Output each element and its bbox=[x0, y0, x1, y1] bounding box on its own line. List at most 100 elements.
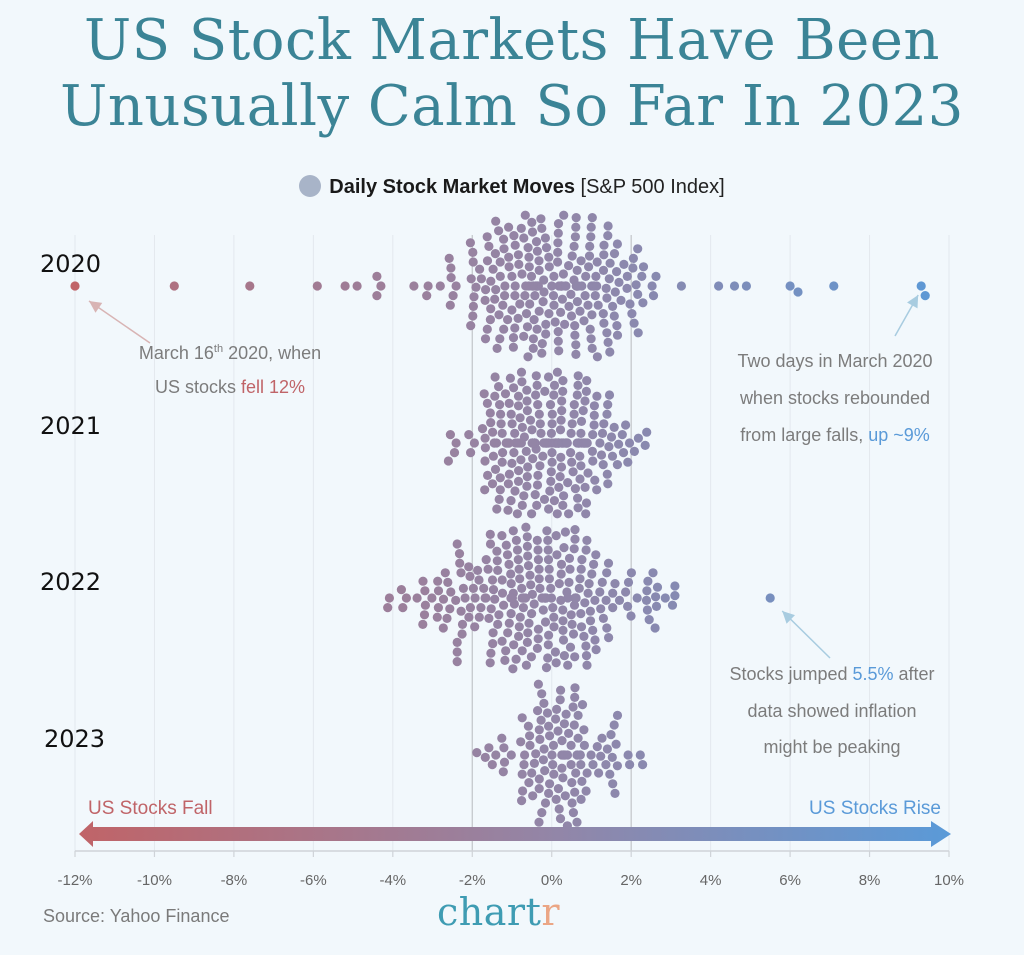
data-point bbox=[518, 603, 529, 613]
data-point bbox=[576, 794, 586, 805]
data-point bbox=[452, 647, 462, 657]
data-point bbox=[490, 594, 500, 604]
data-point bbox=[495, 257, 505, 267]
data-point bbox=[517, 500, 527, 510]
data-point bbox=[602, 568, 612, 578]
data-point bbox=[536, 715, 546, 725]
data-point bbox=[70, 281, 80, 291]
annotation-text-part: 2020, when bbox=[223, 343, 321, 363]
data-point bbox=[517, 713, 527, 723]
data-point bbox=[419, 610, 430, 620]
data-point bbox=[540, 386, 550, 396]
data-point bbox=[623, 457, 633, 467]
data-point bbox=[567, 419, 577, 429]
data-point bbox=[548, 740, 559, 751]
data-point bbox=[741, 281, 752, 291]
data-point bbox=[642, 586, 652, 596]
data-point bbox=[529, 315, 539, 325]
data-point bbox=[592, 742, 602, 752]
data-point bbox=[554, 482, 564, 492]
data-point bbox=[534, 306, 544, 316]
data-point bbox=[595, 438, 605, 448]
data-point bbox=[660, 593, 670, 603]
data-point bbox=[538, 605, 548, 615]
data-point bbox=[531, 390, 541, 400]
data-point bbox=[452, 657, 462, 667]
data-point bbox=[553, 219, 564, 229]
data-point bbox=[603, 221, 613, 231]
data-point bbox=[540, 798, 551, 808]
data-point bbox=[514, 631, 524, 642]
data-point bbox=[545, 779, 555, 789]
data-point bbox=[523, 551, 533, 561]
data-point bbox=[534, 265, 544, 275]
data-point bbox=[569, 720, 579, 730]
data-point bbox=[465, 603, 475, 613]
data-point bbox=[573, 733, 583, 743]
data-point bbox=[635, 750, 645, 760]
data-point bbox=[492, 546, 502, 556]
data-point bbox=[568, 629, 579, 639]
data-point bbox=[412, 593, 422, 603]
data-point bbox=[526, 271, 537, 281]
data-point bbox=[557, 294, 568, 304]
data-point bbox=[714, 281, 724, 291]
data-point bbox=[567, 778, 577, 788]
data-point bbox=[423, 281, 433, 291]
data-point bbox=[460, 593, 470, 603]
data-point bbox=[510, 323, 520, 333]
data-point bbox=[558, 605, 568, 615]
data-point bbox=[543, 640, 553, 650]
data-point bbox=[517, 377, 527, 387]
data-point bbox=[592, 352, 603, 362]
data-point bbox=[583, 300, 593, 310]
data-point bbox=[628, 253, 639, 263]
data-point bbox=[500, 389, 511, 399]
data-point bbox=[451, 595, 461, 606]
source-note: Source: Yahoo Finance bbox=[43, 906, 230, 926]
data-point bbox=[667, 600, 678, 610]
data-point bbox=[520, 291, 530, 301]
legend-sublabel: [S&P 500 Index] bbox=[580, 176, 725, 198]
data-point bbox=[499, 757, 510, 767]
data-point bbox=[587, 569, 597, 579]
data-point bbox=[576, 760, 586, 770]
data-point bbox=[576, 256, 586, 266]
data-point bbox=[485, 408, 495, 418]
data-point bbox=[596, 604, 606, 614]
data-point bbox=[566, 760, 576, 770]
annotation-march16-line1: March 16th 2020, when bbox=[139, 343, 321, 363]
data-point bbox=[553, 228, 563, 238]
data-point bbox=[609, 311, 619, 321]
data-point bbox=[582, 660, 592, 670]
data-point bbox=[372, 291, 382, 301]
data-point bbox=[625, 760, 635, 770]
annotation-text-part: th bbox=[214, 343, 223, 355]
data-point bbox=[490, 464, 501, 474]
data-point bbox=[422, 291, 432, 301]
data-point bbox=[524, 618, 534, 628]
data-point bbox=[553, 336, 563, 346]
data-point bbox=[531, 371, 541, 381]
data-point bbox=[521, 281, 531, 291]
direction-arrow bbox=[79, 821, 951, 847]
data-point bbox=[464, 612, 474, 622]
data-point bbox=[537, 808, 547, 818]
data-point bbox=[538, 755, 549, 765]
data-point bbox=[515, 574, 525, 584]
tick-label: -8% bbox=[221, 872, 248, 889]
data-point bbox=[468, 301, 478, 311]
data-point bbox=[570, 232, 581, 242]
title-line-1: US Stock Markets Have Been bbox=[84, 8, 940, 73]
data-point bbox=[433, 586, 444, 596]
data-point bbox=[642, 427, 652, 437]
data-point bbox=[556, 307, 566, 317]
data-point bbox=[557, 406, 567, 416]
data-point bbox=[500, 655, 510, 666]
data-point bbox=[556, 452, 566, 462]
data-point bbox=[508, 333, 519, 343]
data-point bbox=[534, 564, 544, 574]
data-point bbox=[500, 291, 510, 301]
data-point bbox=[537, 348, 547, 358]
data-point bbox=[577, 281, 587, 291]
